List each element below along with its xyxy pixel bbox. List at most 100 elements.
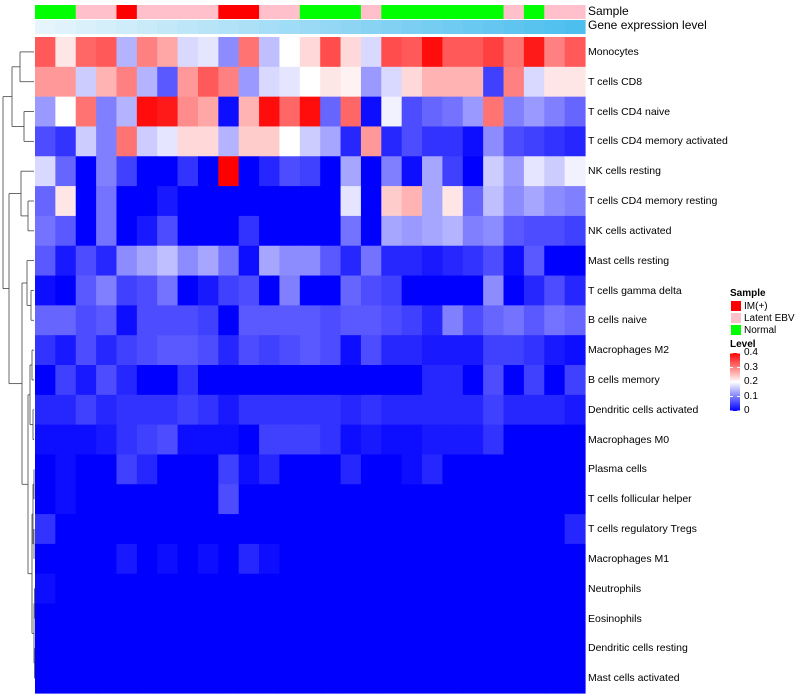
heatmap-cell (320, 156, 342, 187)
heatmap-cell (35, 245, 56, 277)
heatmap-cell (462, 335, 484, 366)
expression-annotation-cell (564, 20, 586, 34)
heatmap-cell (544, 633, 566, 664)
heatmap-cell (96, 186, 118, 217)
heatmap-cell (116, 275, 138, 306)
heatmap-cell (442, 663, 464, 694)
heatmap-cell (238, 365, 260, 396)
heatmap-cell (279, 245, 301, 277)
heatmap-cell (177, 96, 199, 128)
heatmap-cell (503, 126, 525, 157)
heatmap-cell (279, 573, 301, 605)
heatmap-cell (544, 514, 566, 545)
heatmap-cell (35, 663, 56, 694)
heatmap-cell (564, 454, 586, 485)
heatmap-cell (360, 365, 382, 396)
expression-annotation-cell (238, 20, 260, 34)
heatmap-cell (259, 96, 281, 128)
heatmap-cell (136, 186, 158, 217)
heatmap-cell (523, 543, 545, 575)
level-tick-label: 0.4 (744, 347, 758, 358)
heatmap-cell (422, 484, 444, 515)
heatmap-cell (320, 543, 342, 575)
sample-annotation-cell (177, 5, 199, 19)
heatmap-cell (442, 126, 464, 157)
heatmap-cell (401, 454, 423, 485)
heatmap-cell (340, 514, 362, 545)
heatmap-cell (422, 215, 444, 247)
sample-annotation-cell (35, 5, 56, 19)
heatmap-cell (401, 424, 423, 456)
heatmap-cell (523, 663, 545, 694)
heatmap-cell (544, 186, 566, 217)
heatmap-cell (340, 66, 362, 98)
heatmap-cell (360, 633, 382, 664)
heatmap-cell (136, 126, 158, 157)
heatmap-cell (116, 215, 138, 247)
heatmap-cell (218, 96, 240, 128)
heatmap-cell (279, 335, 301, 366)
heatmap-cell (197, 573, 219, 605)
heatmap-cell (116, 96, 138, 128)
heatmap-cell (136, 156, 158, 187)
heatmap-cell (564, 245, 586, 277)
heatmap-cell (544, 365, 566, 396)
heatmap-cell (116, 454, 138, 485)
sample-annotation-cell (340, 5, 362, 19)
heatmap-cell (116, 394, 138, 426)
heatmap-cell (381, 215, 403, 247)
heatmap-cell (564, 215, 586, 247)
heatmap-cell (360, 96, 382, 128)
heatmap-cell (299, 96, 321, 128)
heatmap-cell (422, 96, 444, 128)
heatmap-cell (238, 186, 260, 217)
heatmap-cell (340, 663, 362, 694)
heatmap-cell (259, 543, 281, 575)
heatmap-cell (462, 633, 484, 664)
row-label: T cells follicular helper (588, 493, 692, 506)
heatmap-cell (116, 365, 138, 396)
heatmap-cell (564, 335, 586, 366)
expression-annotation-cell (157, 20, 179, 34)
row-label: T cells regulatory Tregs (588, 523, 697, 535)
heatmap-cell (340, 37, 362, 68)
heatmap-cell (442, 186, 464, 217)
heatmap-cell (381, 543, 403, 575)
sample-legend-label: Latent EBV (744, 312, 795, 324)
heatmap-cell (422, 37, 444, 68)
heatmap-cell (340, 275, 362, 306)
heatmap-cell (564, 514, 586, 545)
heatmap-cell (279, 156, 301, 187)
heatmap-cell (422, 305, 444, 336)
sample-annotation-cell (116, 5, 138, 19)
expression-annotation-cell (523, 20, 545, 34)
heatmap-cell (503, 275, 525, 306)
heatmap-cell (422, 663, 444, 694)
heatmap-cell (442, 275, 464, 306)
heatmap-cell (197, 66, 219, 98)
heatmap-cell (442, 215, 464, 247)
heatmap-cell (55, 96, 77, 128)
heatmap-cell (381, 424, 403, 456)
heatmap-cell (259, 514, 281, 545)
expression-annotation-cell (116, 20, 138, 34)
heatmap-cell (360, 454, 382, 485)
expression-annotation-cell (55, 20, 77, 34)
heatmap-cell (259, 663, 281, 694)
heatmap-cell (299, 543, 321, 575)
heatmap-cell (442, 454, 464, 485)
heatmap-cell (483, 275, 505, 306)
heatmap-cell (238, 573, 260, 605)
heatmap-cell (157, 96, 179, 128)
heatmap-cell (442, 37, 464, 68)
heatmap-cell (238, 245, 260, 277)
expression-annotation-cell (360, 20, 382, 34)
heatmap-cell (381, 365, 403, 396)
heatmap-cell (299, 573, 321, 605)
heatmap-cell (136, 663, 158, 694)
heatmap-cell (35, 335, 56, 366)
heatmap-cell (544, 663, 566, 694)
sample-annotation-cell (503, 5, 525, 19)
sample-annotation-cell (259, 5, 281, 19)
heatmap-cell (136, 66, 158, 98)
